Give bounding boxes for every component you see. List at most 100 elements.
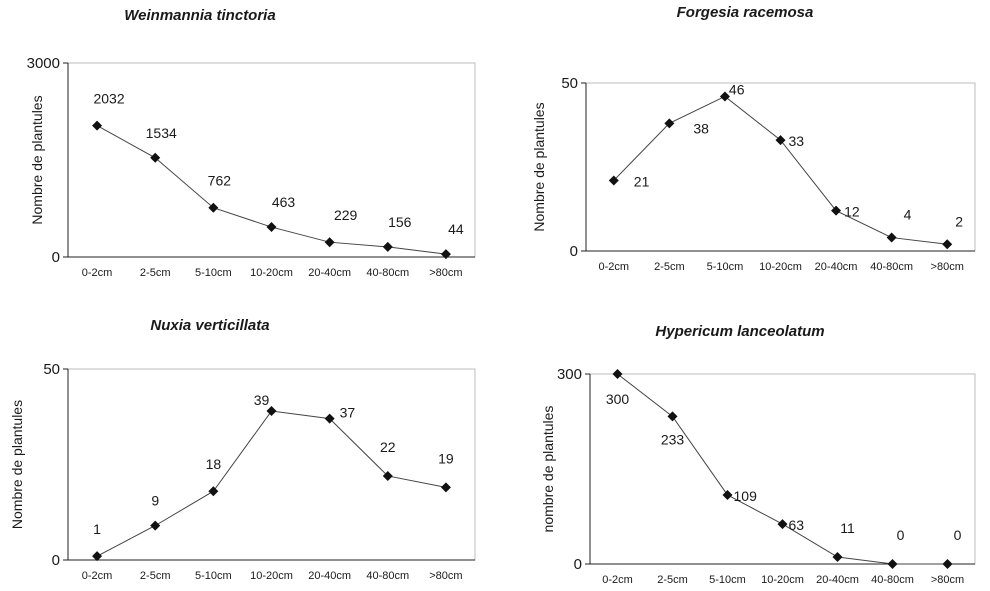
data-point-marker (664, 118, 675, 129)
data-point-marker (942, 239, 953, 250)
data-label: 37 (340, 405, 356, 421)
data-point-marker (608, 175, 619, 186)
x-tick-label: 2-5cm (654, 261, 685, 273)
x-tick-label: 10-20cm (759, 261, 802, 273)
data-label: 762 (208, 173, 232, 189)
x-tick-label: 10-20cm (250, 570, 293, 582)
data-label: 0 (954, 527, 962, 543)
data-point-marker (440, 482, 451, 493)
data-label: 46 (729, 81, 745, 97)
data-point-marker (667, 411, 678, 422)
data-point-marker (831, 205, 842, 216)
y-tick-label: 50 (561, 75, 578, 92)
series-line (96, 125, 446, 255)
data-label: 233 (661, 431, 685, 447)
data-label: 38 (693, 120, 709, 136)
data-label: 229 (334, 207, 358, 223)
data-point-marker (92, 551, 103, 562)
data-label: 63 (789, 517, 805, 533)
x-tick-label: 2-5cm (140, 570, 171, 582)
data-label: 9 (151, 493, 159, 509)
y-tick-label: 0 (570, 243, 578, 260)
data-label: 12 (844, 204, 860, 220)
data-label: 1534 (146, 125, 177, 141)
data-label: 19 (438, 450, 454, 466)
data-label: 2 (955, 213, 963, 229)
data-point-marker (382, 241, 393, 252)
x-tick-label: 20-40cm (815, 261, 858, 273)
series-line (613, 95, 948, 245)
chart-title: Weinmannia tinctoria (124, 7, 275, 24)
x-tick-label: 10-20cm (761, 574, 804, 586)
data-label: 22 (380, 439, 396, 455)
data-point-marker (92, 120, 103, 131)
x-tick-label: 10-20cm (250, 267, 293, 279)
chart-panel-1: Weinmannia tinctoria Nombre de plantules 0… (27, 7, 476, 279)
plot-area (585, 82, 976, 252)
data-label: 39 (254, 392, 270, 408)
chart-title: Forgesia racemosa (677, 4, 814, 21)
data-label: 463 (272, 194, 296, 210)
data-point-marker (150, 520, 161, 531)
data-point-marker (208, 202, 219, 213)
x-tick-label: 5-10cm (709, 574, 746, 586)
x-tick-label: 5-10cm (707, 261, 744, 273)
chart-panel-4: Hypericum lanceolatum nombre de plantules… (540, 323, 976, 586)
data-label: 33 (789, 133, 805, 149)
y-tick-label: 3000 (27, 55, 60, 72)
data-point-marker (324, 413, 335, 424)
data-label: 109 (734, 488, 758, 504)
data-label: 11 (840, 520, 855, 536)
data-label: 44 (448, 221, 464, 237)
x-tick-label: >80cm (429, 267, 462, 279)
data-point-marker (266, 406, 277, 417)
y-tick-label: 300 (557, 366, 582, 383)
x-tick-label: 0-2cm (82, 267, 113, 279)
data-label: 4 (904, 207, 912, 223)
x-tick-label: 40-80cm (366, 570, 409, 582)
x-tick-label: 2-5cm (140, 267, 171, 279)
data-label: 2032 (93, 91, 124, 107)
data-point-marker (612, 369, 623, 379)
x-tick-label: 0-2cm (82, 570, 113, 582)
x-tick-label: >80cm (429, 570, 462, 582)
series-line (96, 410, 447, 557)
x-tick-label: >80cm (931, 574, 964, 586)
chart-title: Hypericum lanceolatum (655, 323, 824, 340)
plot-area (589, 373, 976, 565)
data-point-marker (266, 222, 277, 233)
data-point-marker (150, 152, 161, 163)
data-point-marker (208, 486, 219, 497)
x-tick-label: 40-80cm (870, 261, 913, 273)
y-tick-label: 0 (52, 249, 60, 266)
chart-panel-2: Forgesia racemosa Nombre de plantules 0 50 0… (531, 4, 976, 273)
x-tick-label: 2-5cm (657, 574, 688, 586)
data-label: 0 (897, 527, 905, 543)
data-point-marker (942, 559, 953, 569)
x-tick-label: 20-40cm (308, 267, 351, 279)
x-tick-label: >80cm (931, 261, 964, 273)
chart-panel-3: Nuxia verticillata Nombre de plantules 0 50… (9, 317, 476, 582)
x-tick-label: 0-2cm (602, 574, 633, 586)
data-point-marker (777, 519, 788, 530)
data-point-marker (719, 91, 730, 102)
x-tick-label: 40-80cm (871, 574, 914, 586)
x-tick-label: 20-40cm (816, 574, 859, 586)
data-point-marker (887, 559, 898, 569)
y-axis-label: Nombre de plantules (9, 400, 25, 529)
y-axis-label: Nombre de plantules (531, 102, 547, 231)
data-label: 300 (606, 391, 630, 407)
data-point-marker (775, 135, 786, 146)
data-label: 156 (388, 214, 412, 230)
data-point-marker (382, 470, 393, 481)
y-tick-label: 0 (52, 552, 60, 569)
plot-area (67, 368, 476, 561)
data-point-marker (722, 489, 733, 500)
y-tick-label: 50 (43, 361, 60, 378)
data-point-marker (440, 249, 451, 260)
data-label: 1 (93, 521, 101, 537)
data-label: 21 (634, 173, 650, 189)
y-axis-label: Nombre de plantules (29, 95, 45, 224)
data-point-marker (324, 237, 335, 248)
